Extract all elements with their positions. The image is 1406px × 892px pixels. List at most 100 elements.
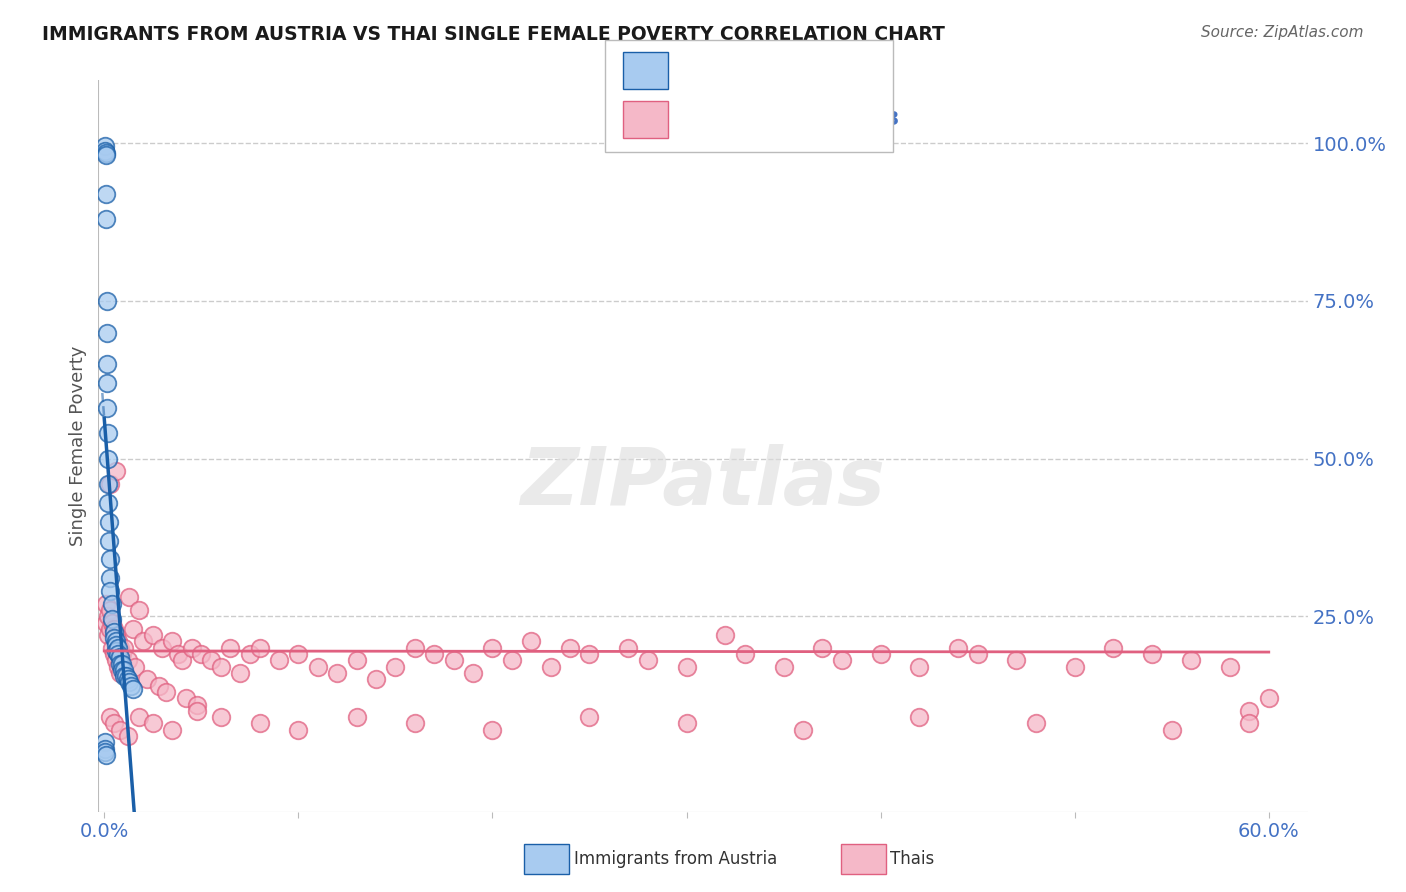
Point [117,729,139,743]
Point [98,584,121,599]
Text: Immigrants from Austria: Immigrants from Austria [574,850,778,868]
Y-axis label: Single Female Poverty: Single Female Poverty [69,346,87,546]
Point [107,647,129,661]
Point [520,634,543,648]
Point [112,640,135,655]
Point [128,710,150,724]
Point [160,634,183,648]
Text: R =  0.617   N =  44: R = 0.617 N = 44 [678,60,891,79]
Point [111,663,134,677]
Point [1005,653,1028,667]
Point [734,647,756,661]
Point [114,669,136,683]
Point [364,673,387,687]
Point [101,615,124,630]
Point [209,659,232,673]
Point [326,665,349,680]
Point [103,632,125,646]
Point [170,653,193,667]
Point [443,653,465,667]
Point [200,653,222,667]
Point [287,647,309,661]
Point [111,647,134,661]
Point [104,464,127,478]
Point [461,665,484,680]
Point [908,710,931,724]
Point [190,647,212,661]
Point [97,515,120,529]
Point [714,628,737,642]
Point [117,673,139,687]
Point [128,603,150,617]
Point [97,451,120,466]
Point [637,653,659,667]
Point [94,145,117,160]
Point [94,147,117,161]
Point [98,622,121,636]
Point [112,665,135,680]
Point [97,609,120,624]
Point [966,647,988,661]
Point [404,640,426,655]
Point [1025,716,1047,731]
Point [96,376,118,390]
Point [94,139,117,153]
Point [96,326,118,340]
Point [186,698,208,712]
Point [96,401,118,416]
Point [174,691,197,706]
Point [101,597,124,611]
Point [209,710,232,724]
Point [132,634,155,648]
Point [107,640,129,655]
Text: R = -0.015   N = 103: R = -0.015 N = 103 [678,110,898,129]
Point [908,659,931,673]
Point [103,716,125,731]
Point [108,723,131,737]
Text: IMMIGRANTS FROM AUSTRIA VS THAI SINGLE FEMALE POVERTY CORRELATION CHART: IMMIGRANTS FROM AUSTRIA VS THAI SINGLE F… [42,25,945,44]
Point [104,653,127,667]
Point [675,716,697,731]
Point [167,647,190,661]
Point [772,659,794,673]
Text: Source: ZipAtlas.com: Source: ZipAtlas.com [1201,25,1364,40]
Point [219,640,242,655]
Point [1239,704,1261,718]
Point [108,640,131,655]
Point [98,603,121,617]
Point [831,653,853,667]
Point [287,723,309,737]
Point [1160,723,1182,737]
Point [792,723,814,737]
Point [94,741,117,756]
Point [578,710,600,724]
Point [617,640,640,655]
Point [96,357,118,371]
Point [103,647,125,661]
Point [180,640,202,655]
Point [186,704,208,718]
Point [104,634,127,648]
Point [97,496,120,510]
Point [94,144,117,158]
Point [578,647,600,661]
Point [103,622,125,636]
Point [346,653,368,667]
Point [111,657,134,671]
Point [96,426,118,441]
Point [107,659,129,673]
Point [249,640,271,655]
Point [481,640,503,655]
Point [96,747,118,762]
Point [249,716,271,731]
Point [136,673,159,687]
Point [104,628,127,642]
Text: Thais: Thais [890,850,934,868]
Point [104,644,127,658]
Point [501,653,523,667]
Point [404,716,426,731]
Point [384,659,406,673]
Text: ZIPatlas: ZIPatlas [520,443,886,522]
Point [423,647,446,661]
Point [112,663,135,677]
